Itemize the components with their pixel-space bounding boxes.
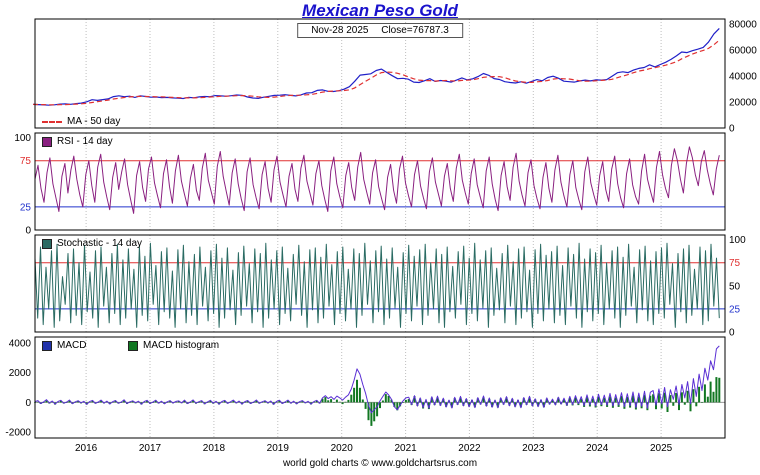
x-axis: 2016 2017 2018 2019 2020 2021 2022 2023 2024 2025 xyxy=(75,443,673,454)
svg-text:80000: 80000 xyxy=(729,20,757,31)
svg-text:75: 75 xyxy=(729,258,741,269)
svg-text:75: 75 xyxy=(20,156,32,167)
macd-legend: MACD xyxy=(42,340,86,351)
svg-text:50: 50 xyxy=(729,281,741,292)
stochastic-swatch-icon xyxy=(42,238,52,249)
macd-legend-label: MACD xyxy=(57,340,87,351)
svg-text:0: 0 xyxy=(25,226,31,237)
svg-text:-2000: -2000 xyxy=(5,428,31,439)
stochastic-panel: 100 75 50 25 0 xyxy=(34,234,746,339)
macd-panel: 4000 2000 0 -2000 xyxy=(5,336,726,439)
svg-text:0: 0 xyxy=(729,328,735,339)
price-panel: 80000 60000 40000 20000 0 xyxy=(33,18,757,135)
svg-text:2016: 2016 xyxy=(75,443,98,454)
ma-dash-icon xyxy=(42,120,62,123)
macd-histogram-legend: MACD histogram xyxy=(128,340,219,351)
svg-text:25: 25 xyxy=(20,202,32,213)
footer-credit: world gold charts © www.goldchartsrus.co… xyxy=(282,458,478,469)
quote-box: Nov-28 2025 Close=76787.3 xyxy=(297,23,463,38)
svg-text:60000: 60000 xyxy=(729,46,757,57)
ma-legend-label: MA - 50 day xyxy=(67,116,121,127)
svg-text:40000: 40000 xyxy=(729,72,757,83)
svg-text:2025: 2025 xyxy=(650,443,673,454)
ma-legend: MA - 50 day xyxy=(42,116,120,127)
svg-text:2024: 2024 xyxy=(586,443,609,454)
macd-histogram-swatch-icon xyxy=(128,340,138,351)
rsi-panel: 100 75 25 0 xyxy=(14,132,726,237)
svg-text:0: 0 xyxy=(25,398,31,409)
svg-text:2023: 2023 xyxy=(522,443,545,454)
page-title: Mexican Peso Gold xyxy=(302,1,458,20)
svg-text:2020: 2020 xyxy=(331,443,354,454)
svg-text:2019: 2019 xyxy=(267,443,290,454)
macd-swatch-icon xyxy=(42,340,52,351)
svg-text:0: 0 xyxy=(729,124,735,135)
svg-text:2021: 2021 xyxy=(394,443,417,454)
svg-text:25: 25 xyxy=(729,304,741,315)
macd-histogram-legend-label: MACD histogram xyxy=(143,340,220,351)
svg-text:100: 100 xyxy=(14,133,31,144)
svg-text:4000: 4000 xyxy=(9,338,32,349)
stochastic-legend: Stochastic - 14 day xyxy=(42,238,142,249)
svg-text:2000: 2000 xyxy=(9,368,32,379)
svg-text:100: 100 xyxy=(729,235,746,246)
quote-close: Close=76787.3 xyxy=(381,25,449,36)
svg-text:20000: 20000 xyxy=(729,98,757,109)
rsi-legend: RSI - 14 day xyxy=(42,136,113,147)
rsi-swatch-icon xyxy=(42,136,52,147)
quote-date: Nov-28 2025 xyxy=(311,25,369,36)
svg-text:2022: 2022 xyxy=(458,443,481,454)
stochastic-legend-label: Stochastic - 14 day xyxy=(57,238,143,249)
svg-text:2017: 2017 xyxy=(139,443,162,454)
svg-text:2018: 2018 xyxy=(203,443,226,454)
rsi-legend-label: RSI - 14 day xyxy=(57,136,113,147)
